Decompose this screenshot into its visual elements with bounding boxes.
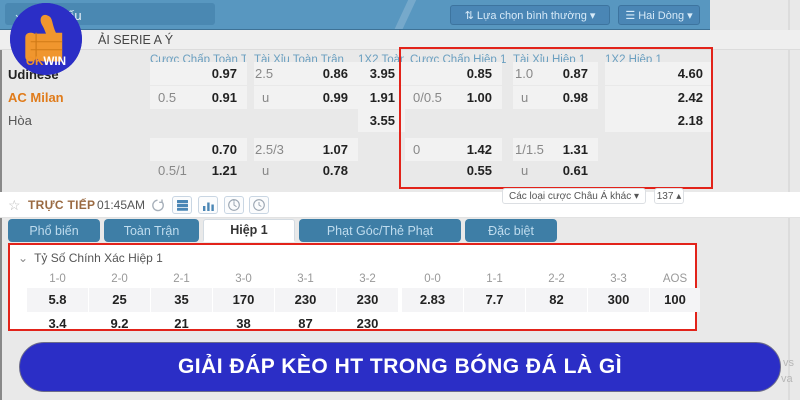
svg-text:OKWIN: OKWIN: [26, 55, 66, 68]
